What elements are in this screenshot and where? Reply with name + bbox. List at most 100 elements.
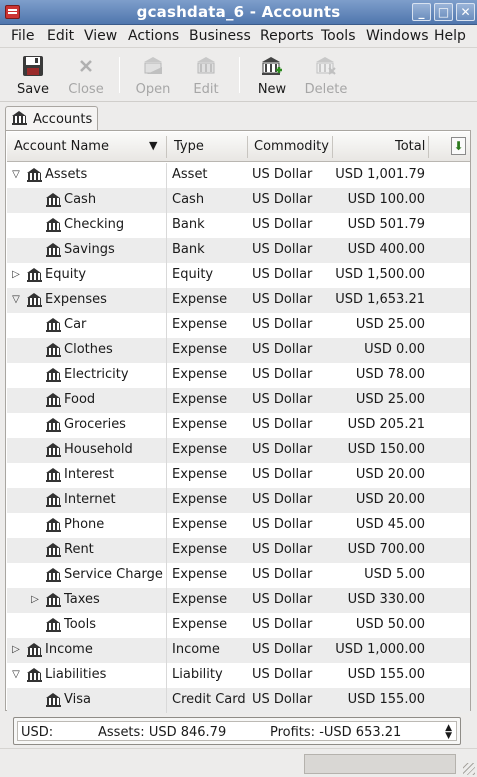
account-commodity: US Dollar bbox=[252, 417, 313, 432]
account-row[interactable]: Service Charge Expense US Dollar USD 5.00 bbox=[7, 563, 470, 588]
account-row[interactable]: ▽ Assets Asset US Dollar USD 1,001.79 bbox=[7, 163, 470, 188]
account-row[interactable]: Interest Expense US Dollar USD 20.00 bbox=[7, 463, 470, 488]
account-name: Groceries bbox=[64, 417, 126, 432]
open-button[interactable]: Open bbox=[128, 53, 178, 99]
account-row[interactable]: Electricity Expense US Dollar USD 78.00 bbox=[7, 363, 470, 388]
account-type: Expense bbox=[172, 417, 228, 432]
expander-collapsed-icon[interactable]: ▷ bbox=[31, 594, 39, 605]
new-account-button[interactable]: New bbox=[247, 53, 297, 99]
account-row[interactable]: Savings Bank US Dollar USD 400.00 bbox=[7, 238, 470, 263]
save-button[interactable]: Save bbox=[8, 53, 58, 99]
account-name: Savings bbox=[64, 242, 115, 257]
account-total: USD 100.00 bbox=[347, 192, 425, 207]
account-commodity: US Dollar bbox=[252, 367, 313, 382]
column-header-account-name[interactable]: Account Name bbox=[14, 139, 109, 154]
account-type: Expense bbox=[172, 392, 228, 407]
account-row[interactable]: Cash Cash US Dollar USD 100.00 bbox=[7, 188, 470, 213]
account-total: USD 155.00 bbox=[347, 667, 425, 682]
account-row[interactable]: Household Expense US Dollar USD 150.00 bbox=[7, 438, 470, 463]
account-row[interactable]: Car Expense US Dollar USD 25.00 bbox=[7, 313, 470, 338]
column-header-row: Account Name ▼ Type Commodity Total ⬇ bbox=[7, 132, 470, 162]
maximize-button[interactable]: □ bbox=[434, 3, 453, 21]
edit-button[interactable]: Edit bbox=[181, 53, 231, 99]
column-header-type[interactable]: Type bbox=[174, 139, 204, 154]
menu-business[interactable]: Business bbox=[189, 28, 251, 44]
bank-icon bbox=[46, 593, 61, 607]
status-bar bbox=[0, 748, 477, 777]
account-row[interactable]: Checking Bank US Dollar USD 501.79 bbox=[7, 213, 470, 238]
account-tree: ▽ Assets Asset US Dollar USD 1,001.79 Cash Cas… bbox=[7, 163, 470, 713]
account-total: USD 700.00 bbox=[347, 542, 425, 557]
menu-windows[interactable]: Windows bbox=[366, 28, 429, 44]
account-row[interactable]: Internet Expense US Dollar USD 20.00 bbox=[7, 488, 470, 513]
expander-expanded-icon[interactable]: ▽ bbox=[12, 669, 20, 680]
chevron-down-icon[interactable]: ▼ bbox=[149, 139, 158, 152]
account-name: Tools bbox=[64, 617, 97, 632]
delete-button[interactable]: Delete bbox=[301, 53, 351, 99]
expander-expanded-icon[interactable]: ▽ bbox=[12, 169, 20, 180]
account-row[interactable]: ▽ Expenses Expense US Dollar USD 1,653.21 bbox=[7, 288, 470, 313]
account-row[interactable]: ▷ Taxes Expense US Dollar USD 330.00 bbox=[7, 588, 470, 613]
account-row[interactable]: Groceries Expense US Dollar USD 205.21 bbox=[7, 413, 470, 438]
menu-view[interactable]: View bbox=[84, 28, 118, 44]
account-name: Checking bbox=[64, 217, 125, 232]
expander-collapsed-icon[interactable]: ▷ bbox=[12, 644, 20, 655]
open-account-icon bbox=[144, 57, 162, 74]
expander-expanded-icon[interactable]: ▽ bbox=[12, 294, 20, 305]
account-total: USD 25.00 bbox=[355, 317, 425, 332]
account-commodity: US Dollar bbox=[252, 542, 313, 557]
account-name: Phone bbox=[64, 517, 105, 532]
bank-icon bbox=[46, 218, 61, 232]
menu-edit[interactable]: Edit bbox=[47, 28, 75, 44]
expander-collapsed-icon[interactable]: ▷ bbox=[12, 269, 20, 280]
account-name: Assets bbox=[45, 167, 88, 182]
column-gridline bbox=[166, 238, 167, 263]
account-name: Interest bbox=[64, 467, 115, 482]
minimize-button[interactable]: _ bbox=[412, 3, 431, 21]
bank-icon bbox=[46, 243, 61, 257]
account-name: Electricity bbox=[64, 367, 129, 382]
account-name: Taxes bbox=[64, 592, 100, 607]
column-divider[interactable] bbox=[428, 136, 429, 158]
account-total: USD 205.21 bbox=[347, 417, 425, 432]
column-gridline bbox=[166, 488, 167, 513]
account-total: USD 400.00 bbox=[347, 242, 425, 257]
menu-tools[interactable]: Tools bbox=[321, 28, 356, 44]
account-total: USD 330.00 bbox=[347, 592, 425, 607]
account-row[interactable]: ▽ Liabilities Liability US Dollar USD 155.00 bbox=[7, 663, 470, 688]
summary-bar[interactable]: USD: Assets: USD 846.79 Profits: -USD 65… bbox=[13, 717, 461, 745]
account-row[interactable]: Visa Credit Card US Dollar USD 155.00 bbox=[7, 688, 470, 713]
bank-icon bbox=[46, 568, 61, 582]
menu-help[interactable]: Help bbox=[434, 28, 466, 44]
account-type: Expense bbox=[172, 517, 228, 532]
column-selector-arrow-icon[interactable]: ⬇ bbox=[451, 137, 466, 155]
account-row[interactable]: Tools Expense US Dollar USD 50.00 bbox=[7, 613, 470, 638]
column-divider[interactable] bbox=[166, 136, 167, 158]
summary-currency: USD: bbox=[21, 725, 54, 740]
column-header-total[interactable]: Total bbox=[395, 139, 426, 154]
menu-file[interactable]: File bbox=[11, 28, 35, 44]
close-window-button[interactable]: ✕ bbox=[456, 3, 475, 21]
account-total: USD 20.00 bbox=[355, 467, 425, 482]
account-row[interactable]: ▷ Equity Equity US Dollar USD 1,500.00 bbox=[7, 263, 470, 288]
account-row[interactable]: Food Expense US Dollar USD 25.00 bbox=[7, 388, 470, 413]
app-icon[interactable] bbox=[5, 5, 20, 19]
account-row[interactable]: ▷ Income Income US Dollar USD 1,000.00 bbox=[7, 638, 470, 663]
menu-reports[interactable]: Reports bbox=[260, 28, 314, 44]
resize-grip-icon[interactable] bbox=[463, 763, 475, 775]
delete-label: Delete bbox=[304, 82, 348, 97]
column-divider[interactable] bbox=[332, 136, 333, 158]
account-commodity: US Dollar bbox=[252, 442, 313, 457]
close-button[interactable]: Close bbox=[61, 53, 111, 99]
spinner-arrows-icon[interactable]: ▲ ▼ bbox=[445, 723, 452, 741]
account-row[interactable]: Rent Expense US Dollar USD 700.00 bbox=[7, 538, 470, 563]
account-type: Asset bbox=[172, 167, 208, 182]
bank-icon bbox=[46, 368, 61, 382]
column-header-commodity[interactable]: Commodity bbox=[254, 139, 329, 154]
column-divider[interactable] bbox=[247, 136, 248, 158]
column-gridline bbox=[166, 463, 167, 488]
account-row[interactable]: Phone Expense US Dollar USD 45.00 bbox=[7, 513, 470, 538]
menu-actions[interactable]: Actions bbox=[128, 28, 180, 44]
account-row[interactable]: Clothes Expense US Dollar USD 0.00 bbox=[7, 338, 470, 363]
tab-accounts[interactable]: Accounts bbox=[5, 106, 98, 133]
